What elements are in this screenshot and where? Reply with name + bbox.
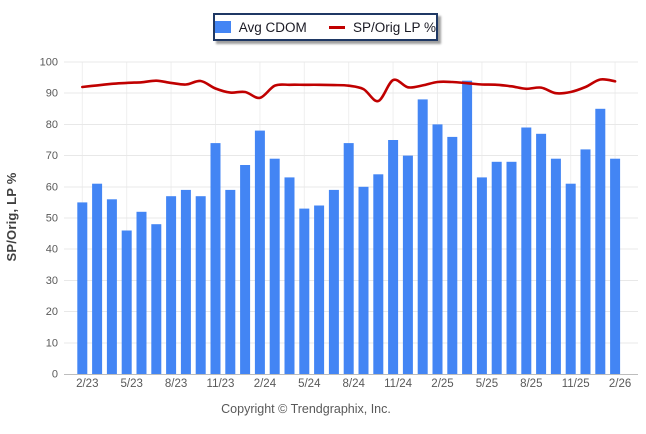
y-tick-label: 100 (40, 57, 58, 69)
x-tick-label: 8/23 (165, 378, 187, 390)
bar (506, 161, 517, 374)
bar (580, 149, 591, 374)
bar (343, 143, 354, 374)
x-tick-label: 2/25 (431, 378, 453, 390)
bar (254, 130, 265, 374)
bar (595, 108, 606, 375)
legend-label-avg-cdom: Avg CDOM (238, 19, 307, 35)
y-tick-label: 50 (46, 213, 58, 225)
x-tick-label: 11/24 (384, 378, 413, 390)
sp-orig-lp-line (81, 77, 617, 103)
y-tick-label: 80 (46, 119, 58, 131)
bar (388, 140, 399, 374)
y-tick-label: 40 (46, 244, 58, 256)
bar (77, 202, 88, 374)
bar (136, 211, 147, 374)
bar (417, 99, 428, 375)
x-tick-label: 5/24 (298, 378, 321, 390)
bar (180, 189, 191, 374)
y-tick-label: 70 (46, 150, 58, 162)
bar (166, 196, 177, 374)
bar (565, 183, 576, 374)
bar (462, 80, 473, 374)
y-tick-label: 0 (52, 369, 58, 381)
bar (373, 174, 384, 374)
bar (402, 155, 413, 374)
bar (550, 158, 561, 374)
bar (328, 189, 339, 374)
y-axis-title: SP/Orig, LP % (4, 172, 19, 262)
y-tick-label: 60 (46, 181, 58, 193)
bar (195, 196, 206, 374)
sp-orig-lp-legend-swatch (328, 25, 345, 29)
bar (610, 158, 621, 374)
bar (225, 189, 236, 374)
x-tick-label: 2/26 (609, 378, 631, 390)
bar (106, 199, 117, 374)
y-tick-label: 10 (46, 337, 58, 349)
bar (536, 133, 547, 374)
y-tick-label: 20 (46, 306, 58, 318)
x-tick-label: 11/25 (562, 378, 590, 390)
bar (121, 230, 132, 374)
legend-label-sp-orig-lp: SP/Orig LP % (352, 19, 436, 35)
x-tick-label: 2/24 (254, 378, 277, 390)
legend: Avg CDOM SP/Orig LP % (213, 13, 438, 41)
bar (314, 205, 325, 374)
x-tick-label: 2/23 (76, 378, 98, 390)
bar (491, 161, 502, 374)
x-tick-label: 11/23 (207, 378, 235, 390)
y-tick-label: 30 (46, 275, 58, 287)
bar (358, 186, 369, 374)
bar (432, 124, 443, 375)
x-tick-label: 8/25 (520, 378, 542, 390)
bar (284, 177, 295, 374)
bar (240, 165, 251, 374)
bar (269, 158, 280, 374)
bar (521, 127, 532, 374)
bar (151, 224, 162, 374)
x-tick-label: 5/25 (476, 378, 498, 390)
x-tick-label: 5/23 (121, 378, 143, 390)
bar (92, 183, 103, 374)
bar (210, 143, 221, 374)
bar (299, 208, 310, 374)
bar (447, 136, 458, 374)
avg-cdom-legend-swatch (215, 21, 231, 33)
x-tick-label: 8/24 (343, 378, 366, 390)
y-tick-label: 90 (46, 88, 58, 100)
copyright-text: Copyright © Trendgraphix, Inc. (221, 402, 391, 416)
bar (476, 177, 487, 374)
